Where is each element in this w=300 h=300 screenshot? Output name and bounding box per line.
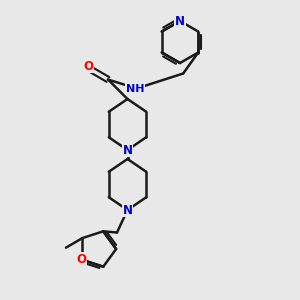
Text: N: N — [122, 143, 133, 157]
Text: O: O — [76, 254, 86, 266]
Text: N: N — [122, 203, 133, 217]
Text: O: O — [83, 59, 94, 73]
Text: N: N — [175, 14, 185, 28]
Text: NH: NH — [126, 83, 144, 94]
